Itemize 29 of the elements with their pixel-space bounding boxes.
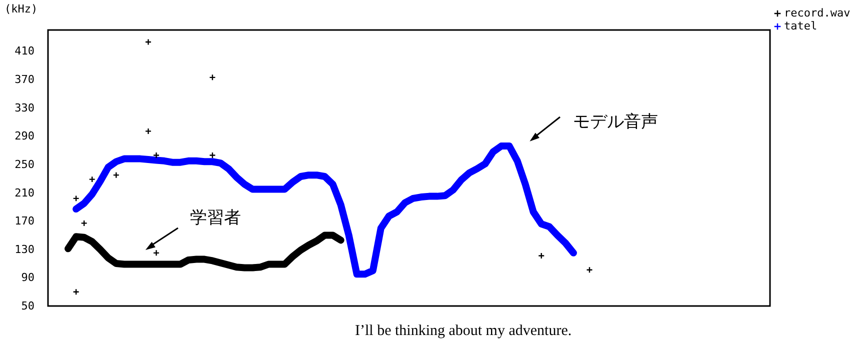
y-tick-label: 250 — [14, 158, 34, 171]
y-tick-label: 290 — [14, 130, 34, 143]
y-tick-label: 170 — [14, 214, 34, 228]
y-tick-label: 90 — [21, 271, 34, 284]
point — [152, 250, 160, 256]
point — [209, 152, 216, 159]
annotation: 学習者 — [190, 208, 241, 228]
point — [586, 266, 593, 274]
y-tick-label: 330 — [14, 101, 34, 114]
point — [72, 288, 80, 296]
legend-label: record.wav — [784, 6, 851, 20]
y-tick-label: 50 — [21, 300, 34, 312]
legend-label: tatel — [784, 20, 818, 32]
y-tick-label: 210 — [14, 186, 34, 200]
point — [72, 195, 80, 202]
y-tick-label: 130 — [14, 242, 34, 256]
point — [209, 74, 216, 81]
point — [112, 172, 120, 178]
annotation: モデル音声 — [573, 112, 658, 132]
y-tick-label: 410 — [14, 44, 34, 58]
point — [538, 252, 545, 260]
point — [80, 220, 88, 227]
point — [152, 152, 160, 159]
y-tick-label: 370 — [14, 73, 34, 86]
text: I’ll be thinking about my adventure. — [355, 323, 572, 339]
point — [144, 128, 152, 135]
y-axis-title: (kHz) — [4, 2, 38, 16]
point — [88, 176, 96, 183]
point — [144, 38, 152, 46]
